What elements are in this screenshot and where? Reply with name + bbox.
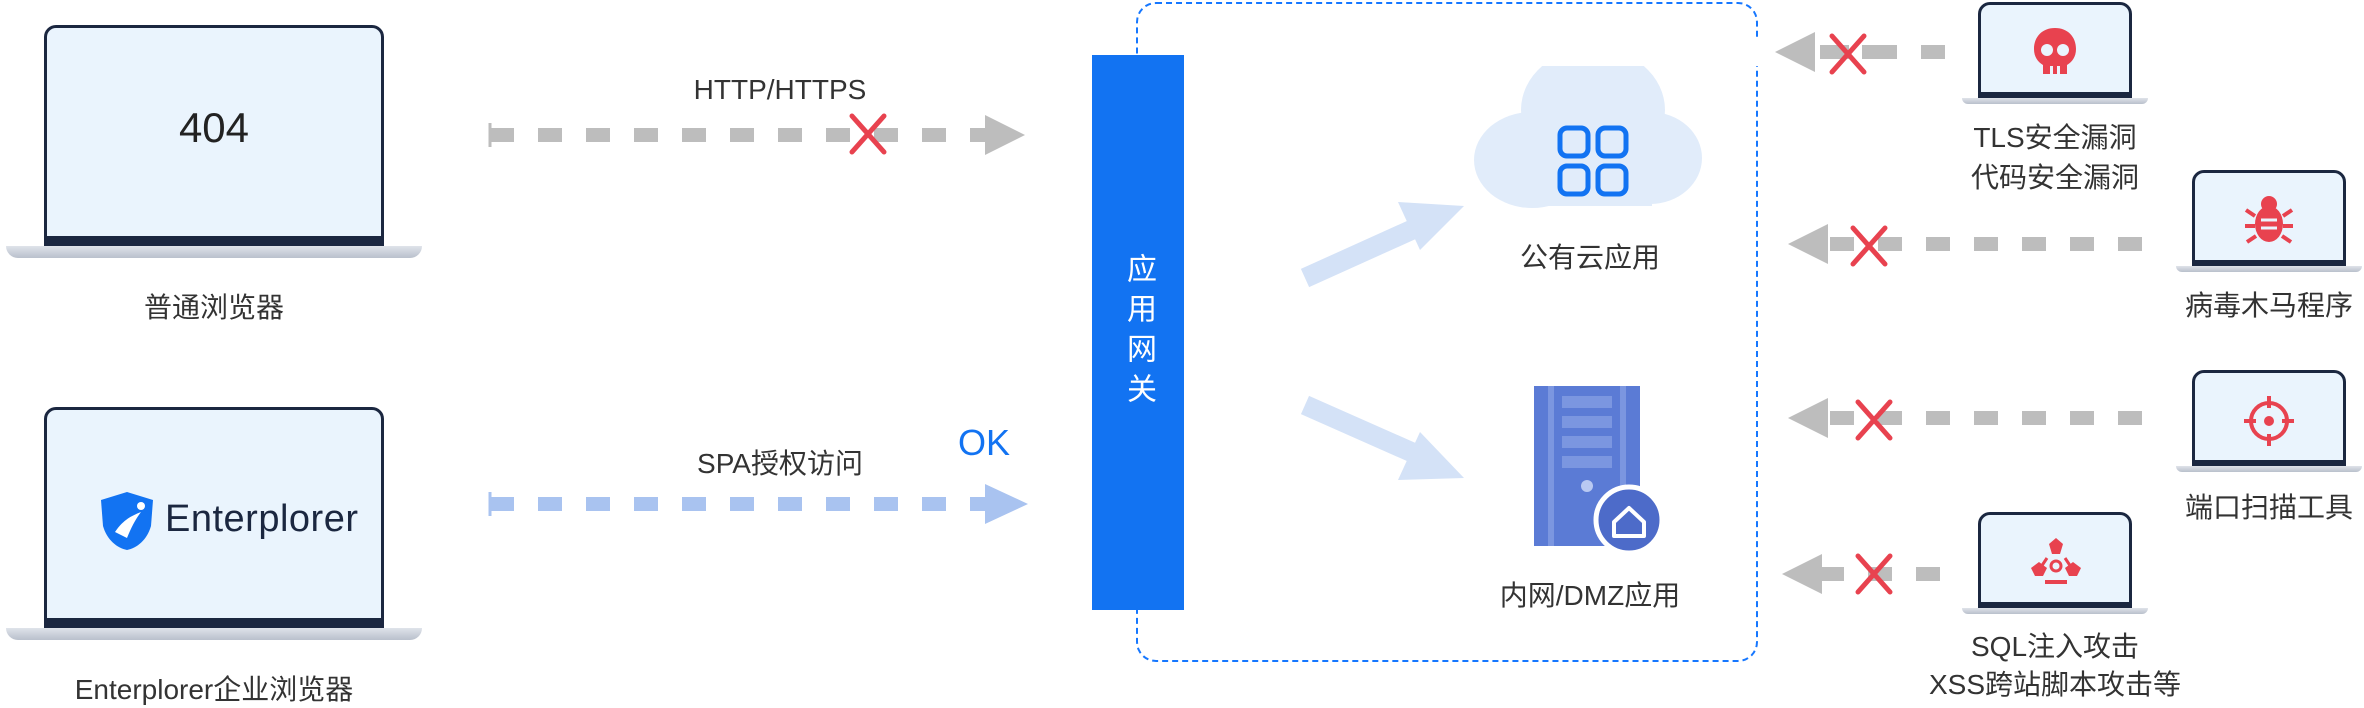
application-gateway: 应用网关 xyxy=(1092,55,1184,610)
error-404-text: 404 xyxy=(178,104,250,151)
laptop-screen: Enterplorer xyxy=(44,407,384,627)
threat-4-line2: XSS跨站脚本攻击等 xyxy=(1928,669,2182,700)
threat-3-blocked-x-icon xyxy=(1855,399,1893,441)
threat-1-line2: 代码安全漏洞 xyxy=(1970,162,2139,193)
ok-status-text: OK xyxy=(958,422,1011,463)
threat-4-blocked-x-icon xyxy=(1855,553,1893,595)
public-cloud-label: 公有云应用 xyxy=(1519,242,1660,273)
bug-icon xyxy=(2244,196,2294,244)
threat-2-label: 病毒木马程序 xyxy=(2184,290,2353,321)
spa-arrow xyxy=(488,484,1028,524)
laptop-base xyxy=(6,628,422,640)
http-blocked-x-icon xyxy=(849,113,887,155)
normal-browser-label: 普通浏览器 xyxy=(143,292,284,323)
threat-1-blocked-x-icon xyxy=(1829,33,1867,75)
threat-1-label: TLS安全漏洞 代码安全漏洞 xyxy=(1910,118,2200,198)
skull-icon xyxy=(2034,28,2076,74)
threat-2-blocked-x-icon xyxy=(1850,225,1888,267)
threat-3-arrow xyxy=(1788,398,2150,438)
threat-1-line1: TLS安全漏洞 xyxy=(1973,122,2137,153)
threat-2-arrow xyxy=(1788,224,2150,264)
http-arrow xyxy=(488,115,1025,155)
threat-4-line1: SQL注入攻击 xyxy=(1970,631,2140,662)
enterplorer-browser-label: Enterplorer企业浏览器 xyxy=(74,674,354,705)
laptop-base xyxy=(6,246,422,258)
gateway-label: 应用网关 xyxy=(1121,252,1156,413)
public-cloud-icon xyxy=(1474,48,1702,208)
intranet-server-icon xyxy=(1534,386,1665,556)
biohazard-icon xyxy=(2031,538,2081,584)
threat-4-label: SQL注入攻击 XSS跨站脚本攻击等 xyxy=(1900,628,2210,704)
gateway-to-intranet-arrow xyxy=(1300,395,1464,480)
threat-3-label: 端口扫描工具 xyxy=(2184,492,2353,523)
enterplorer-shield-logo-icon xyxy=(101,492,153,550)
intranet-label: 内网/DMZ应用 xyxy=(1499,580,1681,611)
gateway-to-cloud-arrow xyxy=(1300,202,1464,288)
laptop-screen: 404 xyxy=(44,25,384,245)
enterplorer-logo-text: Enterplorer xyxy=(165,498,359,540)
crosshair-icon xyxy=(2244,396,2294,446)
threat-4-arrow xyxy=(1782,554,1955,594)
spa-flow-label: SPA授权访问 xyxy=(697,448,863,479)
http-flow-label: HTTP/HTTPS xyxy=(693,74,867,105)
